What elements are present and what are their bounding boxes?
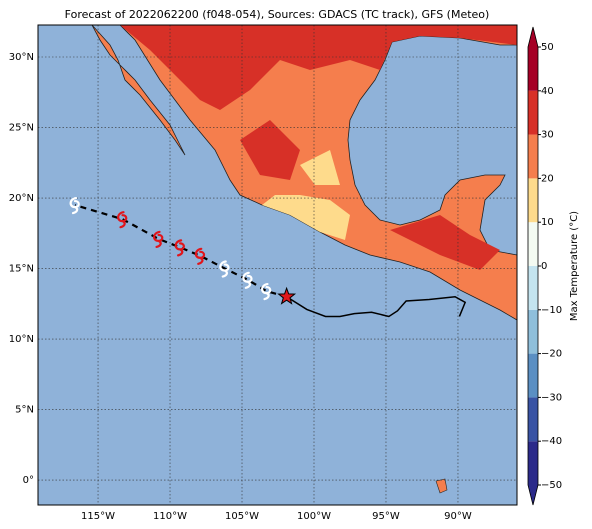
- storm-symbol: [194, 247, 206, 265]
- colorbar-swatch: [528, 397, 538, 442]
- grid: [38, 25, 517, 505]
- colorbar-swatch: [528, 353, 538, 398]
- colorbar-tick-label: 10: [541, 217, 554, 228]
- colorbar-swatch: [528, 47, 538, 91]
- colorbar-tick-label: 40: [541, 86, 554, 97]
- colorbar-swatch: [528, 222, 538, 266]
- galapagos: [435, 478, 448, 494]
- storm-symbol: [69, 196, 80, 215]
- colorbar-arrow-top: [528, 27, 538, 47]
- colorbar-swatch: [528, 178, 538, 223]
- past-track: [286, 295, 467, 318]
- colorbar-tick-label: 50: [541, 42, 554, 53]
- y-tick-label: 25°N: [9, 123, 34, 134]
- mainland: [80, 25, 517, 321]
- x-tick-label: 95°W: [372, 511, 400, 522]
- colorbar-tick-label: 0: [541, 261, 547, 272]
- colorbar-tick-label: −40: [541, 436, 562, 447]
- y-tick-label: 30°N: [9, 52, 34, 63]
- track: [69, 196, 467, 318]
- colorbar-arrow-bottom: [528, 485, 538, 505]
- forecast-line: [74, 204, 287, 298]
- hot-region-2: [240, 120, 500, 270]
- y-tick-label: 20°N: [9, 193, 34, 204]
- current-position: [277, 286, 297, 305]
- title: Forecast of 2022062200 (f048-054), Sourc…: [65, 8, 490, 21]
- baja-california: [91, 25, 186, 156]
- colorbar-swatch: [528, 309, 538, 354]
- map-frame: [37, 24, 518, 506]
- y-tick-label: 5°N: [15, 405, 34, 416]
- colorbar-swatch: [528, 441, 538, 485]
- x-tick-label: 110°W: [153, 511, 187, 522]
- colorbar-swatch: [528, 90, 538, 135]
- colorbar-tick-label: −10: [541, 305, 562, 316]
- storm-symbol: [117, 211, 128, 229]
- colorbar-tick-label: −20: [541, 349, 562, 360]
- colorbar-tick-label: −30: [541, 392, 562, 403]
- y-tick-label: 0°: [23, 475, 34, 486]
- mild-region: [262, 150, 350, 240]
- colorbar-tick-label: 20: [541, 173, 554, 184]
- storm-symbol: [153, 230, 164, 249]
- colorbar-tick-label: 30: [541, 130, 554, 141]
- storm-symbol: [261, 282, 272, 301]
- x-tick-label: 90°W: [444, 511, 472, 522]
- land: [80, 25, 517, 494]
- colorbar-swatch: [528, 266, 538, 310]
- storm-symbol: [242, 271, 253, 289]
- x-tick-label: 115°W: [81, 511, 115, 522]
- colorbar-label: Max Temperature (°C): [569, 211, 580, 321]
- hot-region: [120, 25, 517, 110]
- colorbar: −50 −40 −30 −20 −10 0 10 20 30 40 50: [527, 26, 562, 506]
- storm-symbol: [174, 239, 185, 257]
- colorbar-tick-label: −50: [541, 480, 562, 491]
- x-tick-label: 105°W: [225, 511, 259, 522]
- y-tick-label: 10°N: [9, 334, 34, 345]
- y-tick-label: 15°N: [9, 264, 34, 275]
- storm-symbol: [219, 260, 230, 278]
- colorbar-swatch: [528, 134, 538, 179]
- x-tick-label: 100°W: [297, 511, 331, 522]
